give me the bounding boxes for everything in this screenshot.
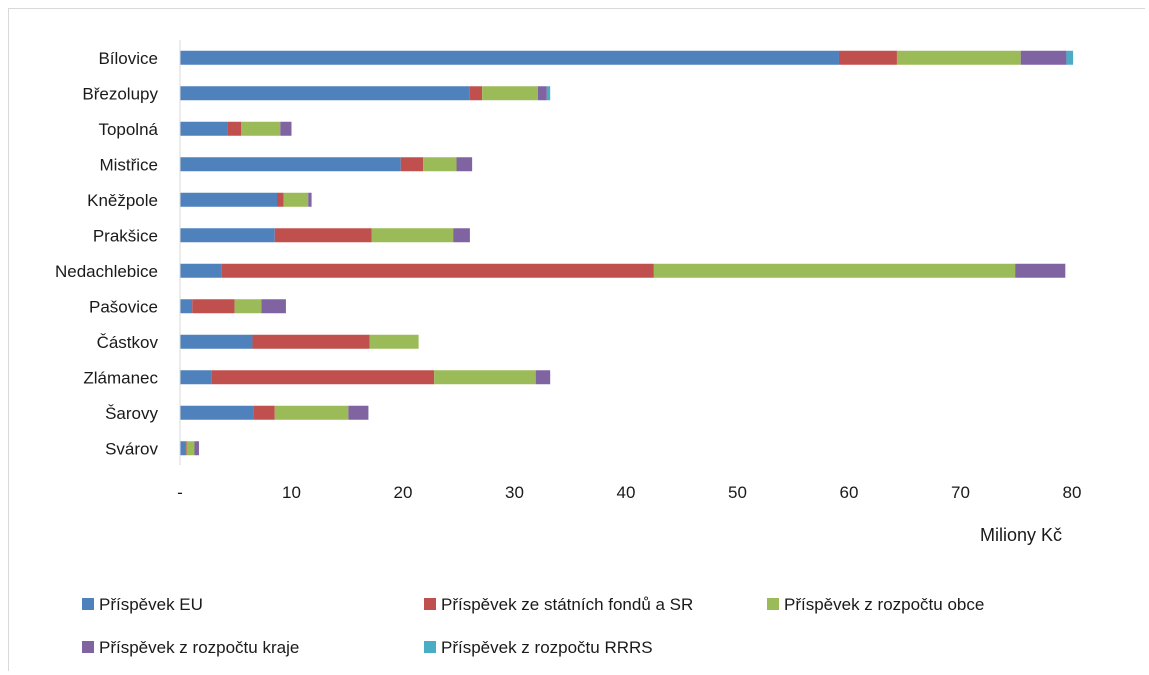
x-tick-label: 20 bbox=[394, 483, 413, 502]
bar-segment-4-5 bbox=[308, 192, 312, 207]
bar-segment-3-5 bbox=[283, 192, 309, 207]
bar-segment-2-6 bbox=[274, 228, 372, 243]
bar-segment-4-8 bbox=[261, 299, 286, 314]
legend-swatch bbox=[424, 598, 436, 610]
bar-segment-5-2 bbox=[546, 86, 551, 101]
bar-segment-4-2 bbox=[537, 86, 547, 101]
x-tick-label: 70 bbox=[951, 483, 970, 502]
bar-segment-3-2 bbox=[482, 86, 538, 101]
category-label: Pašovice bbox=[89, 297, 158, 316]
legend-swatch bbox=[767, 598, 779, 610]
bar-segment-2-1 bbox=[838, 50, 897, 65]
bar-segment-3-7 bbox=[653, 263, 1016, 278]
bar-segment-4-11 bbox=[348, 405, 369, 420]
bar-segment-4-10 bbox=[535, 370, 551, 385]
bar-segment-2-8 bbox=[192, 299, 235, 314]
category-label: Zlámanec bbox=[83, 368, 158, 387]
legend: Příspěvek EU Příspěvek ze státních fondů … bbox=[82, 595, 984, 657]
category-label: Částkov bbox=[97, 333, 159, 352]
legend-swatch bbox=[82, 641, 94, 653]
category-labels: Bílovice Březolupy Topolná Mistřice Kněžpole… bbox=[55, 49, 159, 459]
x-tick-label: 40 bbox=[617, 483, 636, 502]
bar-segment-3-12 bbox=[186, 441, 195, 456]
bar-segment-1-9 bbox=[180, 334, 253, 349]
x-tick-label: 50 bbox=[728, 483, 747, 502]
bar-segment-1-5 bbox=[180, 192, 278, 207]
bar-segment-2-5 bbox=[277, 192, 284, 207]
legend-label: Příspěvek z rozpočtu obce bbox=[784, 595, 984, 614]
bar-segment-4-7 bbox=[1015, 263, 1066, 278]
category-label: Březolupy bbox=[82, 84, 158, 103]
bar-segment-1-2 bbox=[180, 86, 470, 101]
category-label: Šarovy bbox=[105, 404, 158, 423]
bar-segment-1-3 bbox=[180, 121, 228, 136]
legend-swatch bbox=[82, 598, 94, 610]
bar-segment-3-4 bbox=[423, 157, 457, 172]
bar-segment-3-3 bbox=[241, 121, 281, 136]
bar-segment-4-3 bbox=[280, 121, 292, 136]
bar-segment-2-2 bbox=[469, 86, 483, 101]
bar-segment-5-1 bbox=[1066, 50, 1074, 65]
x-tick-label: - bbox=[177, 483, 183, 502]
bar-segment-2-4 bbox=[400, 157, 424, 172]
bar-segment-2-11 bbox=[253, 405, 275, 420]
bar-segment-4-1 bbox=[1020, 50, 1067, 65]
bar-segment-3-9 bbox=[369, 334, 419, 349]
bar-segment-3-10 bbox=[434, 370, 536, 385]
bar-segment-4-6 bbox=[453, 228, 470, 243]
category-label: Mistřice bbox=[99, 155, 158, 174]
legend-label: Příspěvek ze státních fondů a SR bbox=[441, 595, 693, 614]
x-tick-labels: - 10 20 30 40 50 60 70 80 bbox=[177, 483, 1081, 502]
category-label: Svárov bbox=[105, 439, 158, 458]
bar-segment-3-11 bbox=[274, 405, 349, 420]
x-tick-label: 80 bbox=[1063, 483, 1082, 502]
bar-segment-1-4 bbox=[180, 157, 401, 172]
bar-segment-1-7 bbox=[180, 263, 222, 278]
bar-segment-1-12 bbox=[180, 441, 186, 456]
x-tick-label: 60 bbox=[840, 483, 859, 502]
category-label: Topolná bbox=[98, 120, 158, 139]
legend-label: Příspěvek EU bbox=[99, 595, 203, 614]
chart-frame bbox=[8, 8, 1145, 671]
bar-segment-4-4 bbox=[456, 157, 473, 172]
x-tick-label: 30 bbox=[505, 483, 524, 502]
category-label: Nedachlebice bbox=[55, 262, 158, 281]
x-axis-title: Miliony Kč bbox=[980, 525, 1062, 545]
category-label: Prakšice bbox=[93, 226, 158, 245]
bar-segment-3-8 bbox=[234, 299, 262, 314]
bar-segment-1-11 bbox=[180, 405, 254, 420]
bar-segment-1-10 bbox=[180, 370, 212, 385]
bar-segment-2-12 bbox=[185, 441, 187, 456]
bar-segment-3-1 bbox=[896, 50, 1021, 65]
bar-segment-3-6 bbox=[371, 228, 454, 243]
bar-segment-2-9 bbox=[252, 334, 370, 349]
legend-swatch bbox=[424, 641, 436, 653]
bar-segment-2-7 bbox=[221, 263, 654, 278]
bar-segment-4-12 bbox=[194, 441, 199, 456]
bars-layer bbox=[180, 50, 1074, 456]
bar-segment-2-10 bbox=[211, 370, 435, 385]
x-tick-label: 10 bbox=[282, 483, 301, 502]
category-label: Kněžpole bbox=[87, 191, 158, 210]
category-label: Bílovice bbox=[98, 49, 158, 68]
bar-segment-1-1 bbox=[180, 50, 839, 65]
bar-segment-2-3 bbox=[227, 121, 242, 136]
bar-segment-1-8 bbox=[180, 299, 193, 314]
legend-label: Příspěvek z rozpočtu kraje bbox=[99, 638, 299, 657]
bar-segment-1-6 bbox=[180, 228, 275, 243]
legend-label: Příspěvek z rozpočtu RRRS bbox=[441, 638, 653, 657]
